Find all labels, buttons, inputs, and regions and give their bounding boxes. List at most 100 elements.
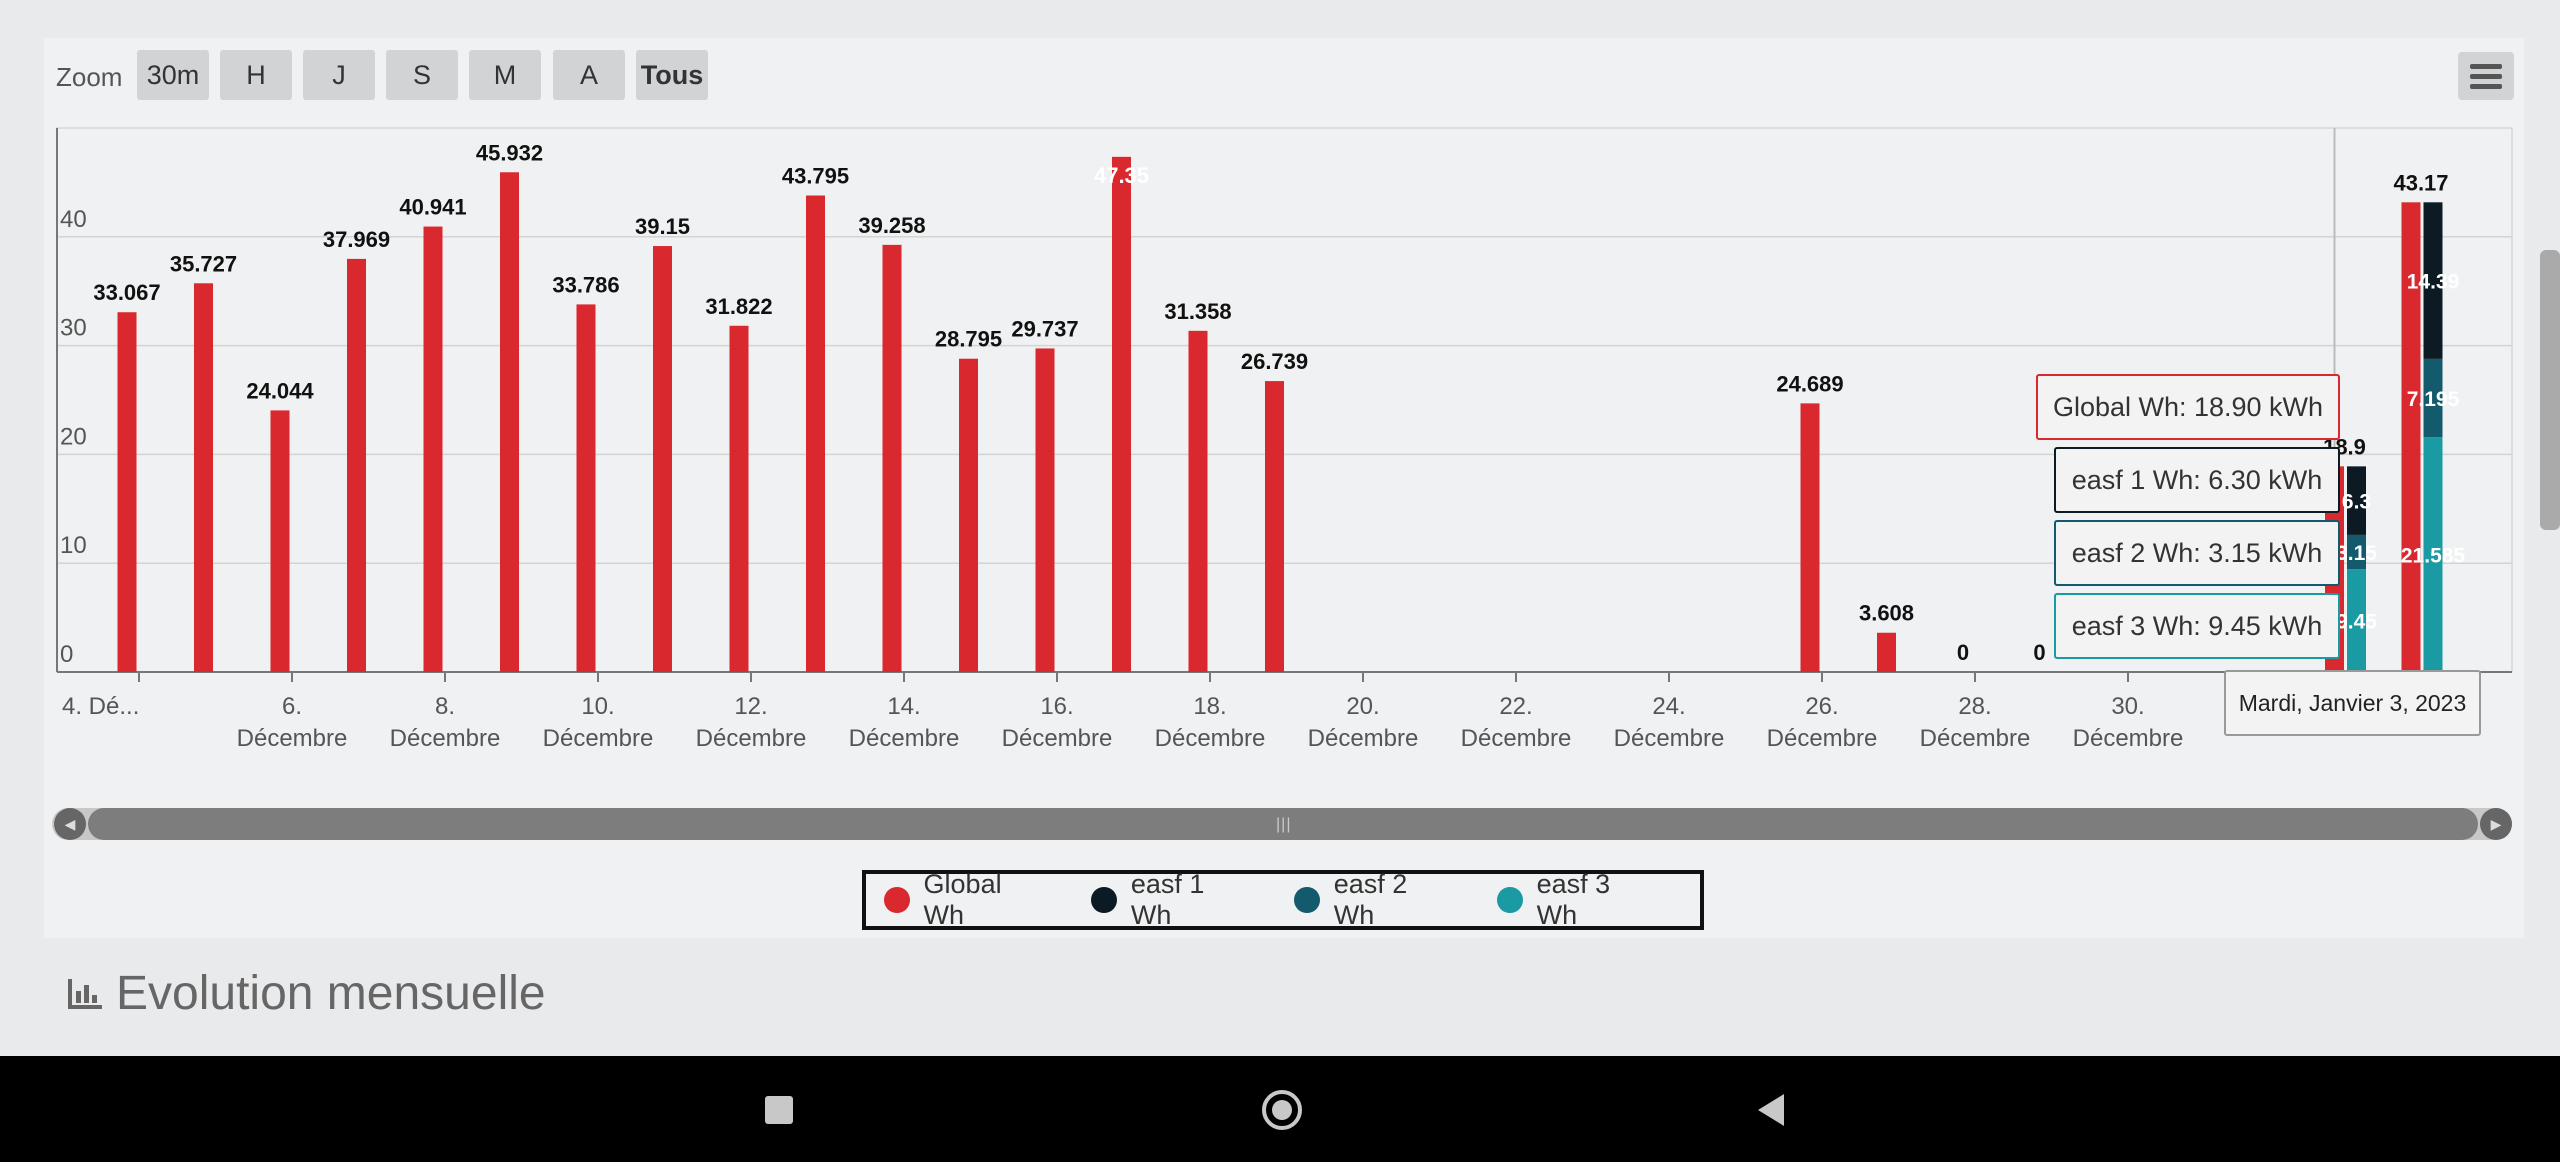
data-label-global: 35.727 xyxy=(170,251,237,276)
bar-global xyxy=(1188,330,1208,672)
y-tick-label: 10 xyxy=(60,532,87,559)
bar-global xyxy=(1035,348,1055,672)
bar-easf3 xyxy=(2423,437,2443,672)
data-label-global: 24.689 xyxy=(1776,371,1843,396)
data-label-global: 43.17 xyxy=(2393,170,2448,195)
data-label-global: 47.35 xyxy=(1094,163,1149,188)
zoom-label: Zoom xyxy=(56,62,123,92)
bar-global xyxy=(1800,403,1820,672)
tooltip-easf1: easf 1 Wh: 6.30 kWh xyxy=(2054,447,2340,513)
grip-icon: ||| xyxy=(1276,816,1292,833)
data-label-easf1: 14.39 xyxy=(2407,271,2460,294)
x-tick-label: 6. xyxy=(282,693,302,720)
bar-global xyxy=(2401,202,2421,672)
home-icon[interactable] xyxy=(1262,1090,1302,1130)
x-tick-label: Décembre xyxy=(1002,725,1113,752)
navigator-scroll-thumb[interactable] xyxy=(88,808,2478,840)
zoom-week-button[interactable]: S xyxy=(386,50,458,100)
x-tick-label: Décembre xyxy=(1767,725,1878,752)
x-tick-label: 22. xyxy=(1499,693,1532,720)
tooltip-global: Global Wh: 18.90 kWh xyxy=(2036,374,2340,440)
bar-global xyxy=(500,172,519,673)
bar-easf3 xyxy=(2347,569,2366,672)
data-label-global: 45.932 xyxy=(476,140,543,165)
data-label-global: 31.822 xyxy=(705,294,772,319)
scroll-left-icon[interactable]: ◀ xyxy=(54,808,86,840)
bar-easf2 xyxy=(2347,534,2366,570)
data-label-global: 28.795 xyxy=(935,327,1002,352)
zoom-30m-button[interactable]: 30m xyxy=(137,50,209,100)
bar-global xyxy=(653,246,672,672)
daily-energy-chart: 0 10 20 30 40 4. Dé... 6. Décembre 8. Décembre 10.… xyxy=(56,127,2513,752)
x-tick-label: 10. xyxy=(581,693,614,720)
bar-global xyxy=(806,195,825,672)
bar-chart-icon xyxy=(68,978,102,1009)
chart-legend: Global Wh easf 1 Wh easf 2 Wh easf 3 Wh xyxy=(862,869,1704,931)
x-tick-label: Décembre xyxy=(1308,725,1419,752)
legend-item-global[interactable]: Global Wh xyxy=(884,869,1047,931)
data-label-global: 39.15 xyxy=(635,214,690,239)
data-label-global: 3.608 xyxy=(1859,601,1914,626)
x-tick-label: 30. xyxy=(2111,693,2144,720)
zoom-all-button[interactable]: Tous xyxy=(636,50,708,100)
x-tick-label: 14. xyxy=(887,693,920,720)
tooltip-easf2: easf 2 Wh: 3.15 kWh xyxy=(2054,520,2340,586)
data-label-easf3: 9.45 xyxy=(2336,611,2377,634)
y-tick-label: 20 xyxy=(60,423,87,450)
bar-global xyxy=(347,258,366,672)
data-label-easf1: 6.3 xyxy=(2342,491,2371,514)
bar-global xyxy=(576,304,596,672)
x-tick-label: 12. xyxy=(734,693,767,720)
x-tick-label: Décembre xyxy=(237,725,348,752)
zoom-hour-button[interactable]: H xyxy=(220,50,292,100)
bar-global xyxy=(959,358,978,672)
y-tick-label: 0 xyxy=(60,641,73,668)
data-label-global: 37.969 xyxy=(323,227,390,252)
data-label-global: 31.358 xyxy=(1164,299,1231,324)
data-label-global: 24.044 xyxy=(246,378,314,403)
x-tick-label: Décembre xyxy=(390,725,501,752)
zoom-day-button[interactable]: J xyxy=(303,50,375,100)
bar-global xyxy=(1112,156,1131,672)
chart-menu-button[interactable] xyxy=(2458,52,2514,100)
data-label-global: 33.786 xyxy=(552,272,619,297)
zoom-year-button[interactable]: A xyxy=(553,50,625,100)
section-header: Evolution mensuelle xyxy=(66,966,546,1021)
back-icon[interactable] xyxy=(1758,1094,1784,1126)
page-scrollbar[interactable] xyxy=(2540,250,2560,530)
x-tick-label: 16. xyxy=(1040,693,1073,720)
zoom-month-button[interactable]: M xyxy=(469,50,541,100)
bar-global xyxy=(1877,632,1896,672)
x-tick-label: 24. xyxy=(1652,693,1685,720)
x-tick-label: Décembre xyxy=(2073,725,2184,752)
circle-icon xyxy=(884,887,910,913)
bar-global xyxy=(882,244,902,672)
bar-global xyxy=(194,283,213,672)
x-tick-label: 8. xyxy=(435,693,455,720)
x-tick-label: Décembre xyxy=(1920,725,2031,752)
tooltip-easf3: easf 3 Wh: 9.45 kWh xyxy=(2054,593,2340,659)
legend-item-easf1[interactable]: easf 1 Wh xyxy=(1091,869,1250,931)
recents-icon[interactable] xyxy=(765,1096,793,1124)
data-label-global: 26.739 xyxy=(1241,349,1308,374)
scroll-right-icon[interactable]: ▶ xyxy=(2480,808,2512,840)
x-tick-label: 4. Dé... xyxy=(62,693,139,720)
section-title: Evolution mensuelle xyxy=(116,967,546,1020)
bar-easf2 xyxy=(2423,358,2443,438)
y-tick-label: 40 xyxy=(60,206,87,233)
data-label-easf3: 21.585 xyxy=(2401,545,2466,568)
legend-item-easf3[interactable]: easf 3 Wh xyxy=(1497,869,1656,931)
bar-global xyxy=(117,312,137,672)
circle-icon xyxy=(1091,887,1117,913)
data-label-easf2: 3.15 xyxy=(2336,542,2377,565)
y-tick-label: 30 xyxy=(60,315,87,342)
x-tick-label: 20. xyxy=(1346,693,1379,720)
data-label-easf2: 7.195 xyxy=(2407,388,2460,411)
x-tick-label: Décembre xyxy=(849,725,960,752)
legend-item-easf2[interactable]: easf 2 Wh xyxy=(1294,869,1453,931)
bar-global xyxy=(1265,381,1284,672)
bar-global xyxy=(729,325,749,672)
data-label-global: 0 xyxy=(1957,640,1969,665)
tooltip-date: Mardi, Janvier 3, 2023 xyxy=(2224,670,2481,736)
x-tick-label: 26. xyxy=(1805,693,1838,720)
